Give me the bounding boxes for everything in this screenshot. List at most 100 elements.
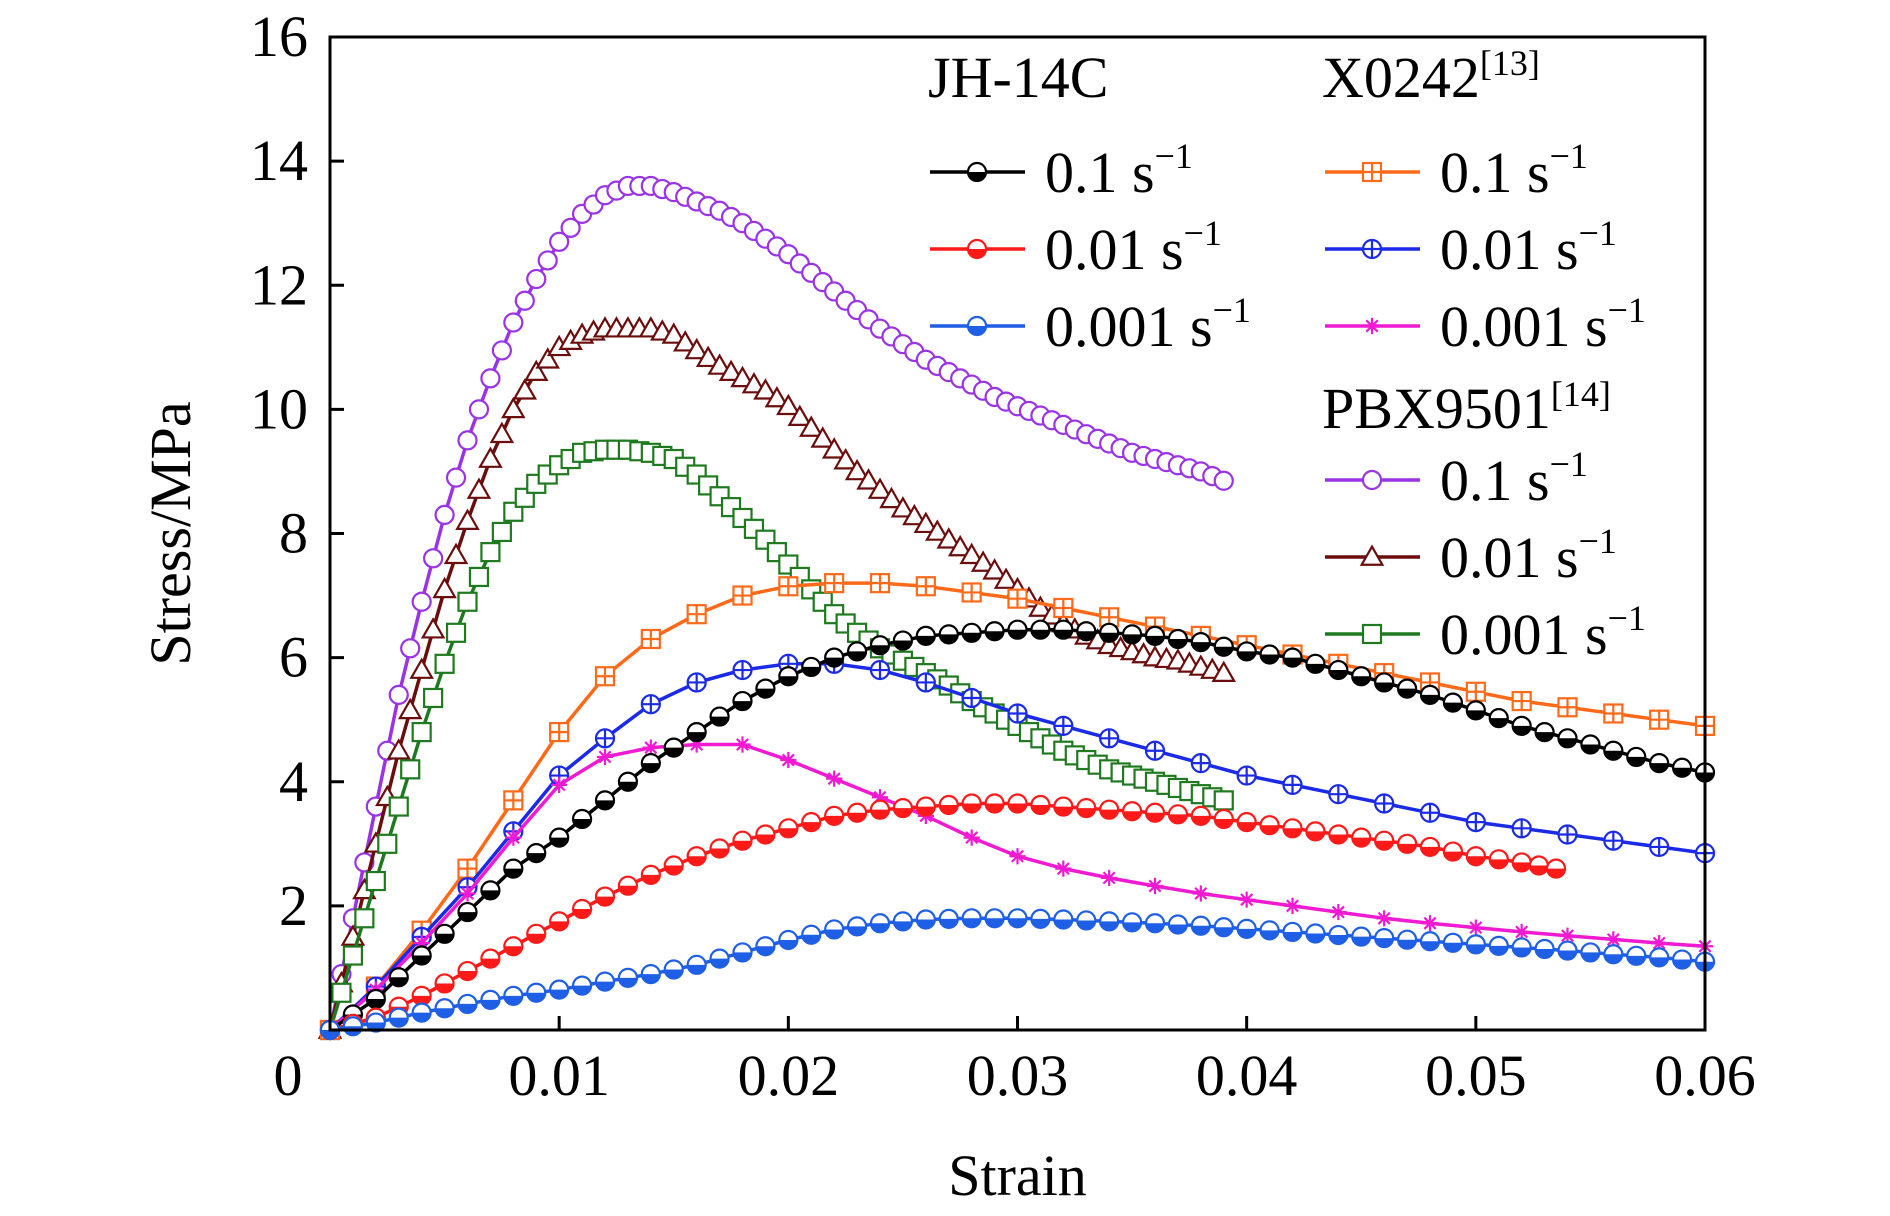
data-point	[970, 550, 996, 572]
data-point	[549, 911, 570, 932]
data-point	[503, 312, 524, 333]
data-point	[709, 838, 730, 859]
data-point	[936, 527, 961, 549]
data-point	[959, 542, 984, 565]
data-point	[409, 657, 434, 679]
data-point	[1511, 937, 1532, 958]
data-point	[457, 901, 478, 923]
series-x0242-3	[319, 573, 1716, 1041]
data-point	[1121, 912, 1143, 933]
data-point	[1101, 869, 1118, 887]
data-point	[617, 967, 639, 988]
data-point	[1328, 924, 1349, 946]
data-point	[596, 748, 614, 766]
data-point	[856, 468, 881, 490]
data-point	[984, 908, 1005, 929]
data-point	[776, 393, 801, 416]
series-pbx9501-7	[317, 316, 1236, 1039]
data-point	[1465, 681, 1486, 702]
data-point	[400, 759, 421, 780]
data-point	[1076, 798, 1097, 819]
data-point	[1467, 919, 1484, 936]
data-point	[1236, 765, 1257, 786]
data-point	[640, 628, 661, 650]
data-point	[1099, 622, 1120, 643]
legend-label: 0.01 s−1	[1440, 521, 1617, 590]
data-point	[824, 805, 845, 826]
data-point	[1213, 808, 1234, 830]
data-point	[594, 666, 616, 687]
data-point	[1465, 934, 1486, 955]
data-point	[755, 678, 776, 699]
data-point	[571, 808, 593, 830]
data-point	[869, 573, 891, 594]
data-point	[1580, 942, 1601, 963]
x-tick-label: 0.05	[1425, 1043, 1527, 1108]
data-point	[661, 322, 686, 344]
data-point	[755, 936, 776, 957]
data-point	[984, 621, 1005, 642]
data-point	[890, 496, 916, 518]
data-point	[1374, 830, 1395, 851]
data-point	[879, 486, 904, 509]
data-point	[686, 954, 707, 975]
data-point	[869, 799, 891, 820]
data-point	[411, 721, 432, 743]
data-point	[1442, 932, 1464, 953]
data-point	[778, 818, 799, 839]
data-point	[824, 573, 845, 594]
data-point	[1192, 885, 1209, 902]
data-point	[423, 548, 444, 569]
legend-group-heading: X0242[13]	[1322, 43, 1540, 110]
data-point	[1167, 804, 1189, 825]
data-point	[1144, 913, 1166, 934]
data-point	[734, 736, 751, 753]
data-point	[413, 935, 430, 952]
data-point	[938, 794, 959, 816]
data-point	[1351, 827, 1372, 848]
data-point	[594, 971, 616, 992]
data-point	[377, 833, 398, 854]
data-point	[1396, 678, 1418, 699]
data-point	[672, 330, 698, 352]
legend-entry: 0.01 s−1	[1325, 521, 1617, 590]
data-point	[1534, 721, 1555, 743]
data-point	[1649, 753, 1670, 774]
data-point	[1007, 908, 1028, 929]
data-point	[388, 796, 409, 817]
data-point	[491, 340, 512, 361]
data-point	[1007, 793, 1028, 814]
data-point	[388, 967, 409, 988]
y-axis-title: Stress/MPa	[138, 401, 203, 665]
data-point	[1513, 923, 1530, 941]
data-point	[1528, 855, 1549, 876]
x-tick-label: 0.06	[1654, 1043, 1756, 1108]
data-point	[1376, 910, 1393, 927]
data-point	[1511, 715, 1532, 736]
data-point	[1465, 811, 1486, 833]
data-point	[824, 919, 845, 940]
data-point	[826, 770, 843, 787]
data-point	[1580, 734, 1601, 755]
data-point	[617, 875, 639, 896]
data-point	[503, 858, 524, 879]
legend-entry: 0.1 s−1	[930, 136, 1193, 205]
data-point	[1030, 794, 1051, 816]
data-point	[961, 908, 982, 929]
data-point	[1213, 917, 1234, 938]
data-point	[1442, 841, 1464, 862]
data-point	[445, 622, 467, 643]
x-tick-label: 0.01	[508, 1043, 610, 1108]
data-point	[526, 843, 547, 864]
data-point	[468, 566, 490, 588]
data-point	[1282, 818, 1303, 839]
data-point	[1374, 672, 1395, 693]
series-x0242-4	[319, 653, 1716, 1041]
data-point	[741, 371, 767, 394]
data-point	[846, 802, 868, 823]
data-point	[844, 458, 870, 481]
data-point	[1396, 929, 1418, 950]
data-point	[663, 959, 684, 980]
data-point	[1419, 836, 1441, 858]
data-point	[1030, 908, 1051, 930]
